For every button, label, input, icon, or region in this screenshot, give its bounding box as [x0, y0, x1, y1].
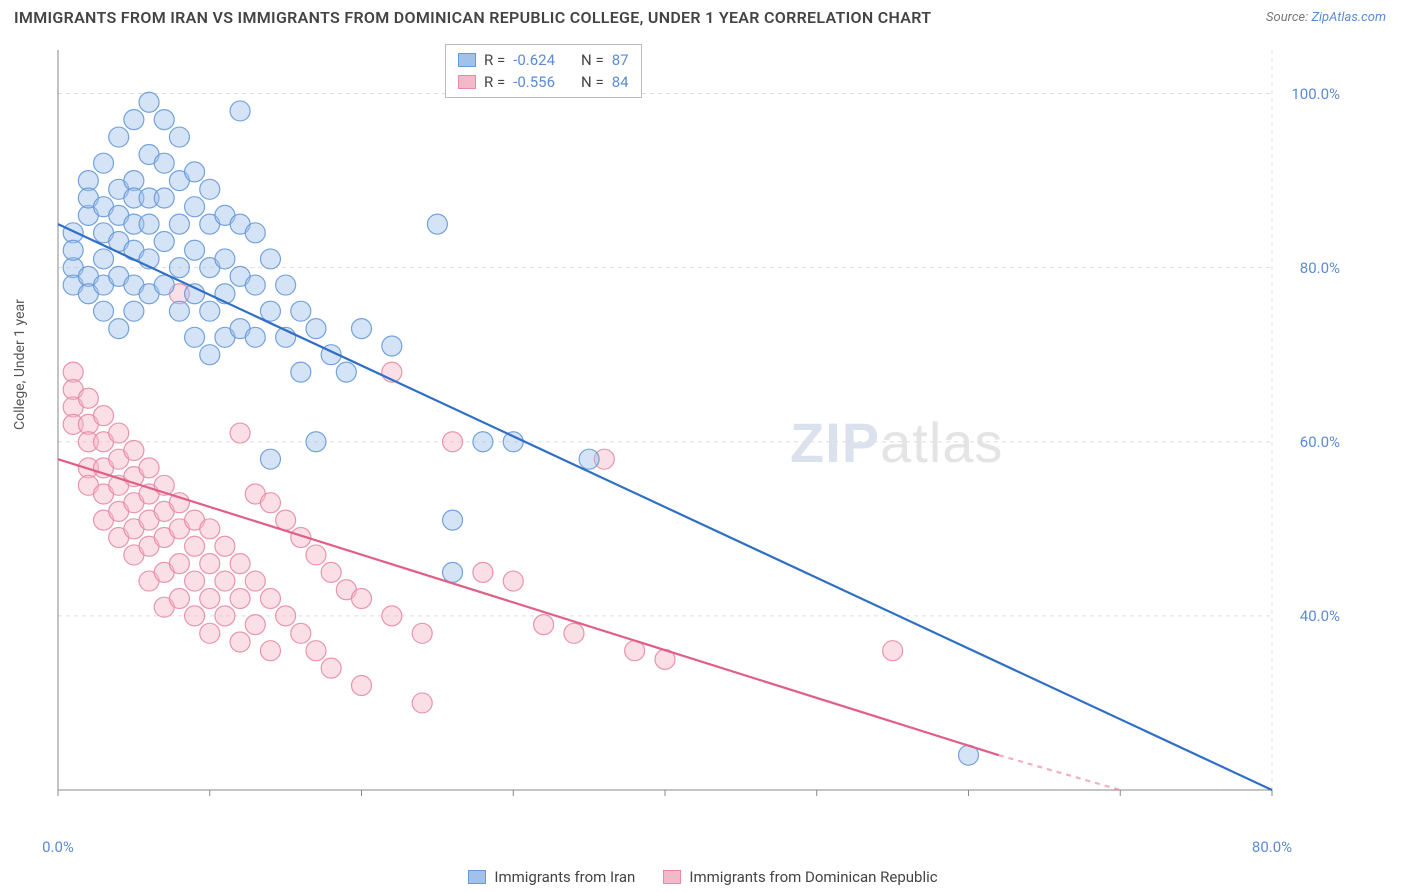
y-tick-label: 60.0% [1300, 433, 1340, 451]
source-prefix: Source: [1266, 10, 1311, 25]
chart-plot-area: 40.0%60.0%80.0%100.0%0.0%80.0% [48, 40, 1352, 830]
legend-swatch-1 [458, 53, 476, 67]
legend-n-label: N = [581, 71, 604, 93]
legend-swatch-2 [458, 75, 476, 89]
legend-r-value-2: -0.556 [513, 71, 555, 93]
legend-n-value-2: 84 [612, 71, 629, 93]
legend-item-1: Immigrants from Iran [468, 868, 635, 886]
legend-n-label: N = [581, 49, 604, 71]
chart-svg [48, 40, 1352, 830]
legend-row-series-2: R = -0.556 N = 84 [458, 71, 629, 93]
legend-row-series-1: R = -0.624 N = 87 [458, 49, 629, 71]
legend-series: Immigrants from Iran Immigrants from Dom… [0, 868, 1406, 886]
legend-r-value-1: -0.624 [513, 49, 555, 71]
legend-bottom-swatch-1 [468, 870, 486, 884]
legend-n-value-1: 87 [612, 49, 629, 71]
y-tick-label: 80.0% [1300, 259, 1340, 277]
header: IMMIGRANTS FROM IRAN VS IMMIGRANTS FROM … [0, 0, 1406, 31]
legend-correlation: R = -0.624 N = 87 R = -0.556 N = 84 [445, 44, 642, 98]
x-tick-label: 0.0% [42, 838, 74, 856]
source-attribution: Source: ZipAtlas.com [1266, 10, 1386, 25]
legend-bottom-swatch-2 [663, 870, 681, 884]
chart-title: IMMIGRANTS FROM IRAN VS IMMIGRANTS FROM … [14, 8, 931, 27]
y-tick-label: 100.0% [1291, 85, 1340, 103]
legend-r-label: R = [484, 49, 505, 71]
x-tick-label: 80.0% [1252, 838, 1292, 856]
legend-item-2: Immigrants from Dominican Republic [663, 868, 937, 886]
y-axis-label: College, Under 1 year [12, 299, 28, 430]
legend-series-1-label: Immigrants from Iran [494, 868, 635, 886]
legend-r-label: R = [484, 71, 505, 93]
source-link[interactable]: ZipAtlas.com [1311, 10, 1386, 25]
legend-series-2-label: Immigrants from Dominican Republic [689, 868, 937, 886]
y-tick-label: 40.0% [1300, 607, 1340, 625]
